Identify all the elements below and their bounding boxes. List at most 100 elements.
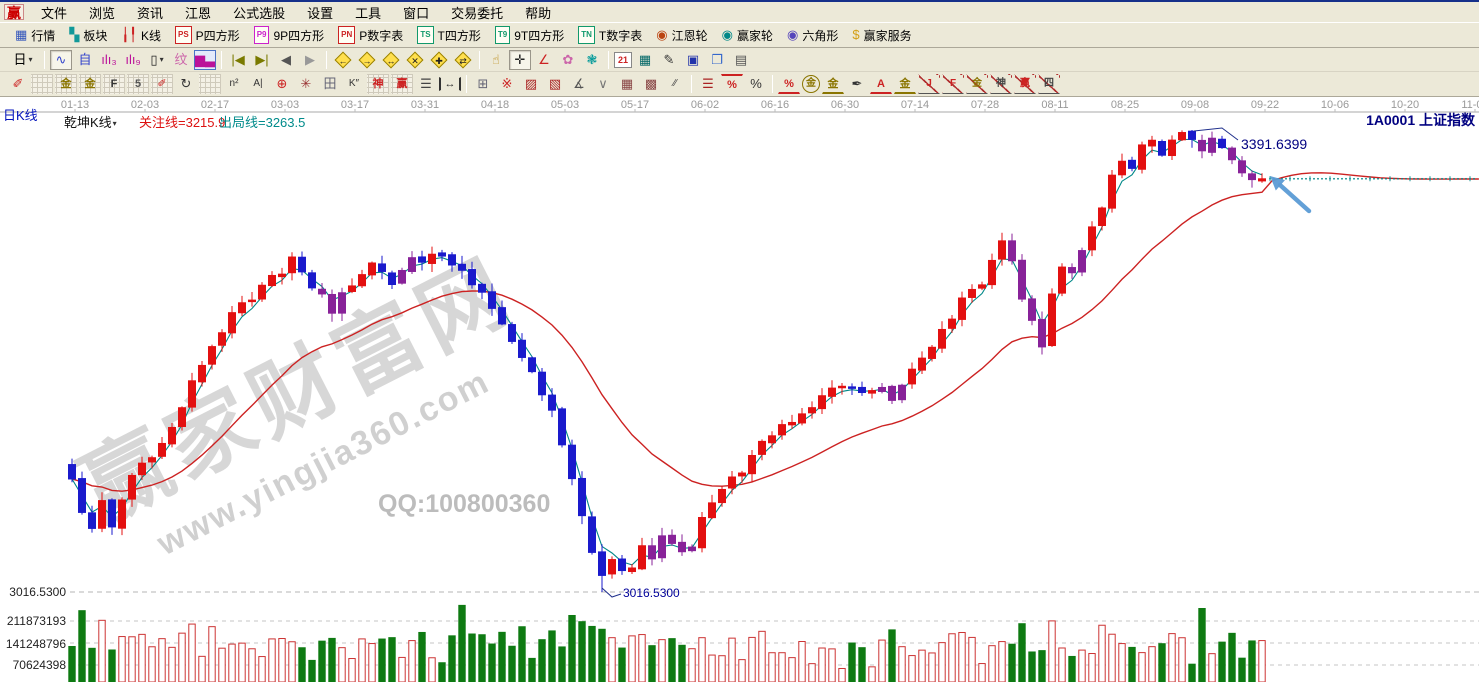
volume-bar[interactable] bbox=[308, 659, 316, 682]
quick-winner-service[interactable]: $ 赢家服务 bbox=[845, 25, 918, 46]
volume-bar[interactable] bbox=[698, 637, 706, 682]
tool-win-slope-icon[interactable]: 赢 bbox=[1014, 74, 1036, 94]
candle-body[interactable] bbox=[1198, 139, 1206, 152]
volume-bar[interactable] bbox=[798, 640, 806, 682]
tool-gold-slope-icon[interactable]: 金 bbox=[966, 74, 988, 94]
candle-body[interactable] bbox=[418, 256, 426, 263]
volume-bar[interactable] bbox=[1128, 646, 1136, 682]
kline-chart-canvas[interactable]: 01-13 02-03 02-17 03-03 03-17 03-31 04-18 05-03… bbox=[0, 97, 1479, 682]
volume-bar[interactable] bbox=[548, 630, 556, 682]
candle-body[interactable] bbox=[198, 364, 206, 383]
volume-bar[interactable] bbox=[278, 638, 286, 682]
volume-bar[interactable] bbox=[988, 645, 996, 682]
candle-body[interactable] bbox=[648, 545, 656, 560]
volume-bar[interactable] bbox=[218, 647, 226, 682]
candle-body[interactable] bbox=[788, 421, 796, 426]
volume-bar[interactable] bbox=[248, 648, 256, 682]
volume-bar[interactable] bbox=[1108, 633, 1116, 682]
volume-bar[interactable] bbox=[858, 647, 866, 682]
candle-body[interactable] bbox=[588, 516, 596, 553]
bars9-icon[interactable]: ılı₉ bbox=[125, 51, 141, 67]
candle-body[interactable] bbox=[938, 328, 946, 349]
quick-t-square[interactable]: TS T四方形 bbox=[410, 24, 488, 46]
volume-bar[interactable] bbox=[338, 647, 346, 682]
volume-bar[interactable] bbox=[168, 646, 176, 682]
candle-body[interactable] bbox=[998, 240, 1006, 260]
info-list-icon[interactable]: 自 bbox=[78, 51, 92, 67]
volume-bar[interactable] bbox=[1038, 650, 1046, 682]
candle-body[interactable] bbox=[618, 558, 626, 572]
candle-body[interactable] bbox=[1148, 139, 1156, 147]
candle-body[interactable] bbox=[388, 272, 396, 285]
diamond-hrange-icon[interactable]: ↔ bbox=[380, 50, 402, 70]
tool-n2-icon[interactable]: n² bbox=[229, 78, 239, 89]
volume-bar[interactable] bbox=[638, 634, 646, 682]
volume-bar[interactable] bbox=[1228, 632, 1236, 682]
candle-body[interactable] bbox=[1228, 147, 1236, 161]
crosshair-tool-icon[interactable]: ✛ bbox=[509, 49, 531, 70]
volume-bar[interactable] bbox=[1148, 646, 1156, 682]
last-page-icon[interactable]: ▶| bbox=[255, 51, 269, 67]
candle-body[interactable] bbox=[758, 440, 766, 455]
volume-bar[interactable] bbox=[788, 657, 796, 682]
candle-body[interactable] bbox=[858, 386, 866, 394]
volume-bar[interactable] bbox=[498, 631, 506, 682]
notes-icon[interactable]: ✎ bbox=[663, 51, 675, 67]
tool-steps-icon[interactable]: ☰ bbox=[702, 76, 714, 91]
tool-v-lines-icon[interactable]: ∨ bbox=[598, 76, 608, 91]
candle-body[interactable] bbox=[188, 380, 196, 408]
candle-body[interactable] bbox=[288, 256, 296, 274]
volume-bar[interactable] bbox=[418, 631, 426, 682]
candle-body[interactable] bbox=[278, 273, 286, 278]
candle-body[interactable] bbox=[308, 272, 316, 289]
volume-bar[interactable] bbox=[478, 634, 486, 682]
candle-body[interactable] bbox=[1008, 240, 1016, 262]
tool-k-quote-icon[interactable]: K″ bbox=[348, 78, 360, 89]
candle-body[interactable] bbox=[148, 457, 156, 463]
tool-shen-slope-icon[interactable]: 神 bbox=[990, 74, 1012, 94]
candle-body[interactable] bbox=[888, 385, 896, 401]
volume-bar[interactable] bbox=[408, 640, 416, 682]
candle-body[interactable] bbox=[798, 413, 806, 424]
tool-ruler-icon[interactable]: ☰ bbox=[420, 76, 432, 91]
volume-bar[interactable] bbox=[448, 635, 456, 682]
menu-file[interactable]: 文件 bbox=[41, 5, 68, 21]
quick-quotes[interactable]: ▦ 行情 bbox=[8, 25, 62, 46]
candle-body[interactable] bbox=[598, 551, 606, 576]
volume-bar[interactable] bbox=[668, 638, 676, 682]
candle-body[interactable] bbox=[868, 390, 876, 394]
volume-bar[interactable] bbox=[348, 658, 356, 682]
tool-rotate-icon[interactable]: ↻ bbox=[180, 76, 192, 91]
volume-bar[interactable] bbox=[748, 636, 756, 682]
tool-percent-icon[interactable]: % bbox=[750, 76, 762, 91]
tool-win-grid-icon[interactable]: 赢 bbox=[391, 74, 413, 94]
volume-bar[interactable] bbox=[1098, 624, 1106, 682]
volume-bar[interactable] bbox=[368, 643, 376, 682]
candle-body[interactable] bbox=[1158, 140, 1166, 156]
candle-body[interactable] bbox=[498, 307, 506, 325]
tool-fan-lines-icon[interactable]: ※ bbox=[501, 76, 513, 91]
volume-bar[interactable] bbox=[688, 648, 696, 682]
volume-bar[interactable] bbox=[108, 649, 116, 682]
menu-settings[interactable]: 设置 bbox=[307, 5, 334, 21]
tool-diag-lines-icon[interactable]: ∕∕ bbox=[673, 78, 677, 89]
volume-bar[interactable] bbox=[998, 641, 1006, 682]
tool-grid2-icon[interactable] bbox=[199, 74, 221, 94]
volume-style-icon[interactable]: ▆▃ bbox=[194, 49, 216, 70]
candle-style-dropdown[interactable]: ▯ ▾ bbox=[150, 51, 164, 67]
volume-bar[interactable] bbox=[148, 646, 156, 682]
candle-body[interactable] bbox=[538, 371, 546, 396]
candle-body[interactable] bbox=[678, 541, 686, 553]
volume-bar[interactable] bbox=[268, 638, 276, 682]
candle-body[interactable] bbox=[698, 517, 706, 549]
tool-grid-box2-icon[interactable]: ▩ bbox=[644, 76, 658, 91]
volume-bar[interactable] bbox=[428, 657, 436, 682]
volume-bar[interactable] bbox=[128, 636, 136, 682]
tool-percent-under-icon[interactable]: % bbox=[778, 74, 800, 94]
candle-body[interactable] bbox=[1258, 178, 1266, 182]
volume-bar[interactable] bbox=[938, 642, 946, 682]
menu-help[interactable]: 帮助 bbox=[525, 5, 552, 21]
menu-news[interactable]: 资讯 bbox=[137, 5, 164, 21]
volume-bar[interactable] bbox=[868, 666, 876, 682]
volume-bar[interactable] bbox=[318, 640, 326, 682]
